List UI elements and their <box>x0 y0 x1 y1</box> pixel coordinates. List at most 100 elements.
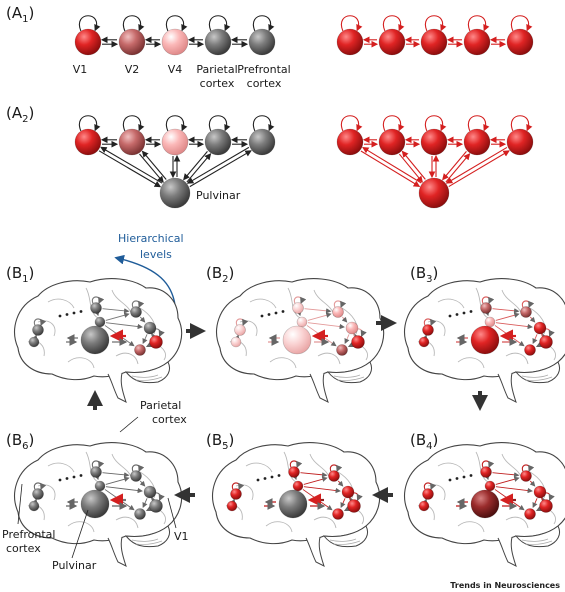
self-loop-arrow <box>467 15 490 32</box>
self-loop-arrow <box>353 328 367 338</box>
self-loop-arrow <box>333 300 347 309</box>
area-node <box>336 28 364 56</box>
hierarchy-ellipsis-dot <box>263 477 267 480</box>
self-loop-arrow <box>122 115 145 132</box>
area-node <box>420 28 448 56</box>
hierarchy-ellipsis-dot <box>58 314 62 318</box>
area-node <box>118 128 146 156</box>
brain-panel-b1 <box>14 278 183 403</box>
connection-arrow <box>139 153 164 183</box>
connection-arrow <box>307 312 332 321</box>
panel-label-b5: (B5) <box>206 431 234 452</box>
cortical-area-node <box>332 508 344 520</box>
cortical-area-node <box>143 485 157 499</box>
self-loop-arrow <box>252 115 275 132</box>
connection-arrow <box>189 150 252 188</box>
connection-arrow <box>105 322 143 330</box>
cortical-area-node <box>524 344 536 356</box>
brain-panel-b3 <box>404 278 565 403</box>
pulvinar-node <box>80 325 110 355</box>
brain-panel-b6 <box>14 442 183 567</box>
self-loop-arrow <box>231 482 245 491</box>
connection-arrow <box>139 316 146 323</box>
label-b6-prefrontal-line1: Prefrontal <box>2 528 55 541</box>
hierarchy-ellipsis-dot <box>65 313 69 316</box>
label-parietal-line1: Parietal <box>196 63 237 76</box>
brain-panels <box>14 278 565 567</box>
cortical-area-node <box>524 508 536 520</box>
self-loop-arrow <box>424 115 447 132</box>
panel-label-b3: (B3) <box>410 264 438 285</box>
connection-arrow <box>142 334 148 344</box>
self-loop-arrow <box>481 460 495 469</box>
connection-arrow <box>495 312 520 321</box>
label-prefrontal-line1: Prefrontal <box>237 63 290 76</box>
label-v2: V2 <box>125 63 140 76</box>
pointer-parietal <box>119 416 139 433</box>
cortical-area-node <box>130 306 142 318</box>
panel-label-b2: (B2) <box>206 264 234 285</box>
connection-arrow <box>495 476 520 485</box>
cortical-area-node <box>292 302 304 314</box>
label-v4: V4 <box>168 63 183 76</box>
cortical-area-node <box>480 302 492 314</box>
connection-arrow <box>529 480 536 487</box>
cortical-area-node <box>234 324 246 336</box>
self-loop-arrow <box>521 300 535 309</box>
area-node <box>248 128 276 156</box>
self-loop-arrow <box>91 296 105 305</box>
connection-arrow <box>535 342 542 348</box>
area-node <box>506 128 534 156</box>
cortical-area-node <box>332 306 344 318</box>
connection-arrow <box>495 322 533 330</box>
cortical-area-node <box>347 499 361 513</box>
self-loop-arrow <box>481 296 495 305</box>
connection-arrow <box>445 146 508 184</box>
area-node <box>336 128 364 156</box>
connection-arrow <box>145 506 152 512</box>
connection-arrow <box>401 150 426 180</box>
cortical-area-node <box>32 488 44 500</box>
connection-arrow <box>102 472 130 478</box>
connection-arrow <box>307 322 345 330</box>
self-loop-arrow <box>208 15 231 32</box>
hierarchy-ellipsis-dot <box>448 314 452 318</box>
self-loop-arrow <box>151 492 165 502</box>
cortical-area-node <box>134 344 146 356</box>
hierarchy-ellipsis-dot <box>455 313 459 316</box>
cortical-area-node <box>28 336 40 348</box>
pointer-pulvinar <box>71 509 89 559</box>
connection-arrow <box>300 472 328 478</box>
connection-arrow <box>105 312 130 321</box>
cortical-area-node <box>418 500 430 512</box>
connection-arrow <box>529 316 536 323</box>
hierarchy-ellipsis-dot <box>260 314 264 318</box>
cortical-area-node <box>480 466 492 478</box>
panel-label-a2: (A2) <box>6 104 34 125</box>
area-node <box>204 28 232 56</box>
hierarchy-ellipsis-dot <box>277 474 281 477</box>
connection-arrow <box>105 476 130 485</box>
cortical-area-node <box>230 488 242 500</box>
pulvinar-node <box>80 489 110 519</box>
connection-arrow <box>186 146 250 184</box>
label-hierarchical-line1: Hierarchical <box>118 232 184 245</box>
connection-arrow <box>492 308 520 314</box>
self-loop-arrow <box>329 464 343 473</box>
hierarchy-ellipsis-dot <box>256 478 260 482</box>
area-node <box>463 28 491 56</box>
self-loop-arrow <box>33 482 47 491</box>
connection-arrow <box>183 151 208 181</box>
connection-arrow <box>145 342 152 348</box>
cortical-area-node <box>226 500 238 512</box>
panel-label-a1: (A1) <box>6 4 34 25</box>
cortical-area-node <box>539 335 553 349</box>
connection-arrow <box>102 308 130 314</box>
hierarchy-chain-a1-connectivity <box>336 15 534 56</box>
hierarchy-ellipsis-dot <box>58 478 62 482</box>
cortical-area-node <box>296 316 308 328</box>
self-loop-arrow <box>289 460 303 469</box>
cortical-area-node <box>28 500 40 512</box>
cortical-area-node <box>230 336 242 348</box>
